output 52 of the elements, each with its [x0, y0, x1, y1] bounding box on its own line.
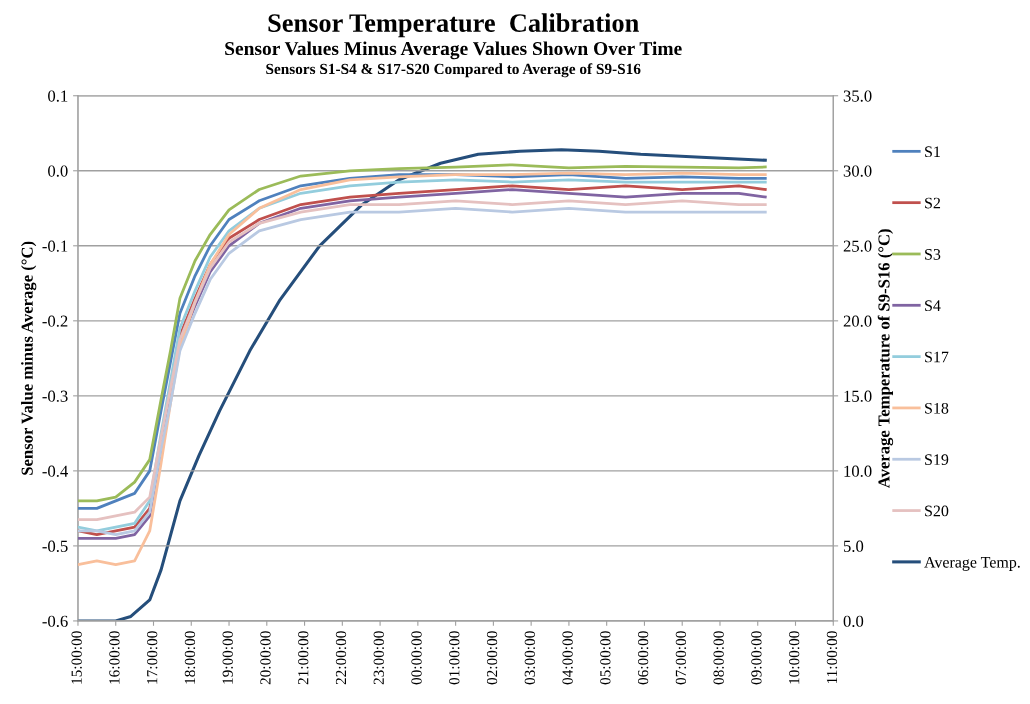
x-tick-label: 01:00:00: [449, 631, 460, 685]
x-tick-label: 21:00:00: [298, 631, 309, 685]
x-tick-label: 11:00:00: [826, 631, 838, 684]
y-tick-label: -0.1: [42, 240, 68, 252]
x-tick-label: 16:00:00: [109, 631, 120, 684]
x-tick-label: 08:00:00: [713, 631, 724, 685]
legend-label: S2: [925, 197, 941, 209]
x-tick-label: 02:00:00: [486, 631, 498, 685]
legend-label: S4: [925, 300, 941, 312]
x-tick-label: 07:00:00: [675, 631, 687, 685]
x-tick-label: 19:00:00: [222, 631, 233, 684]
x-tick-label: 20:00:00: [260, 631, 271, 685]
chart-title: Sensor Temperature Calibration: [268, 13, 639, 38]
legend-label: S20: [925, 505, 949, 517]
x-tick-label: 03:00:00: [524, 631, 536, 685]
y2-axis-title: Average Temperature of S9-S16 (°C): [877, 229, 894, 489]
y2-tick-label: 0.0: [843, 615, 864, 627]
x-tick-label: 06:00:00: [637, 631, 649, 685]
y2-tick-label: 15.0: [844, 390, 872, 402]
legend-label: S3: [925, 248, 941, 260]
legend-label: Average Temp.: [924, 556, 1020, 571]
y-tick-label: -0.3: [42, 390, 68, 402]
legend-label: S1: [925, 146, 940, 158]
legend-label: S18: [925, 402, 949, 414]
line-series: [77, 148, 767, 621]
x-tick-label: 04:00:00: [562, 631, 573, 685]
x-tick-label: 09:00:00: [751, 631, 762, 685]
x-tick-label: 05:00:00: [600, 631, 611, 685]
y-tick-label: -0.6: [42, 615, 68, 627]
y-axis-title: Sensor Value minus Average (°C): [21, 241, 37, 475]
legend-label: S17: [925, 351, 949, 363]
x-tick-label: 15:00:00: [71, 631, 82, 684]
text: Sensors S1-S4 & S17-S20 Compared to Average of S9-S16: [266, 63, 641, 78]
y-tick-label: -0.2: [42, 315, 68, 327]
y2-tick-label: 30.0: [843, 165, 872, 177]
y-tick-label: -0.5: [42, 540, 68, 552]
chart-subtitle: Sensor Values Minus Average Values Shown Over Time: [225, 41, 682, 60]
y-tick-label: 0.1: [48, 90, 68, 102]
y2-tick-label: 5.0: [843, 540, 864, 552]
y-tick-label: -0.4: [42, 465, 68, 477]
y2-tick-label: 35.0: [843, 90, 872, 102]
x-tick-label: 00:00:00: [411, 631, 422, 685]
x-tick-label: 23:00:00: [373, 631, 384, 685]
x-tick-label: 18:00:00: [184, 631, 196, 684]
y2-tick-label: 10.0: [844, 465, 872, 477]
x-tick-label: 22:00:00: [335, 631, 347, 685]
x-tick-label: 17:00:00: [147, 631, 158, 684]
legend-label: S19: [925, 454, 949, 465]
x-tick-label: 10:00:00: [789, 631, 800, 684]
y2-tick-label: 20.0: [843, 315, 872, 327]
y2-tick-label: 25.0: [843, 240, 872, 252]
y-tick-label: 0.0: [48, 165, 68, 177]
